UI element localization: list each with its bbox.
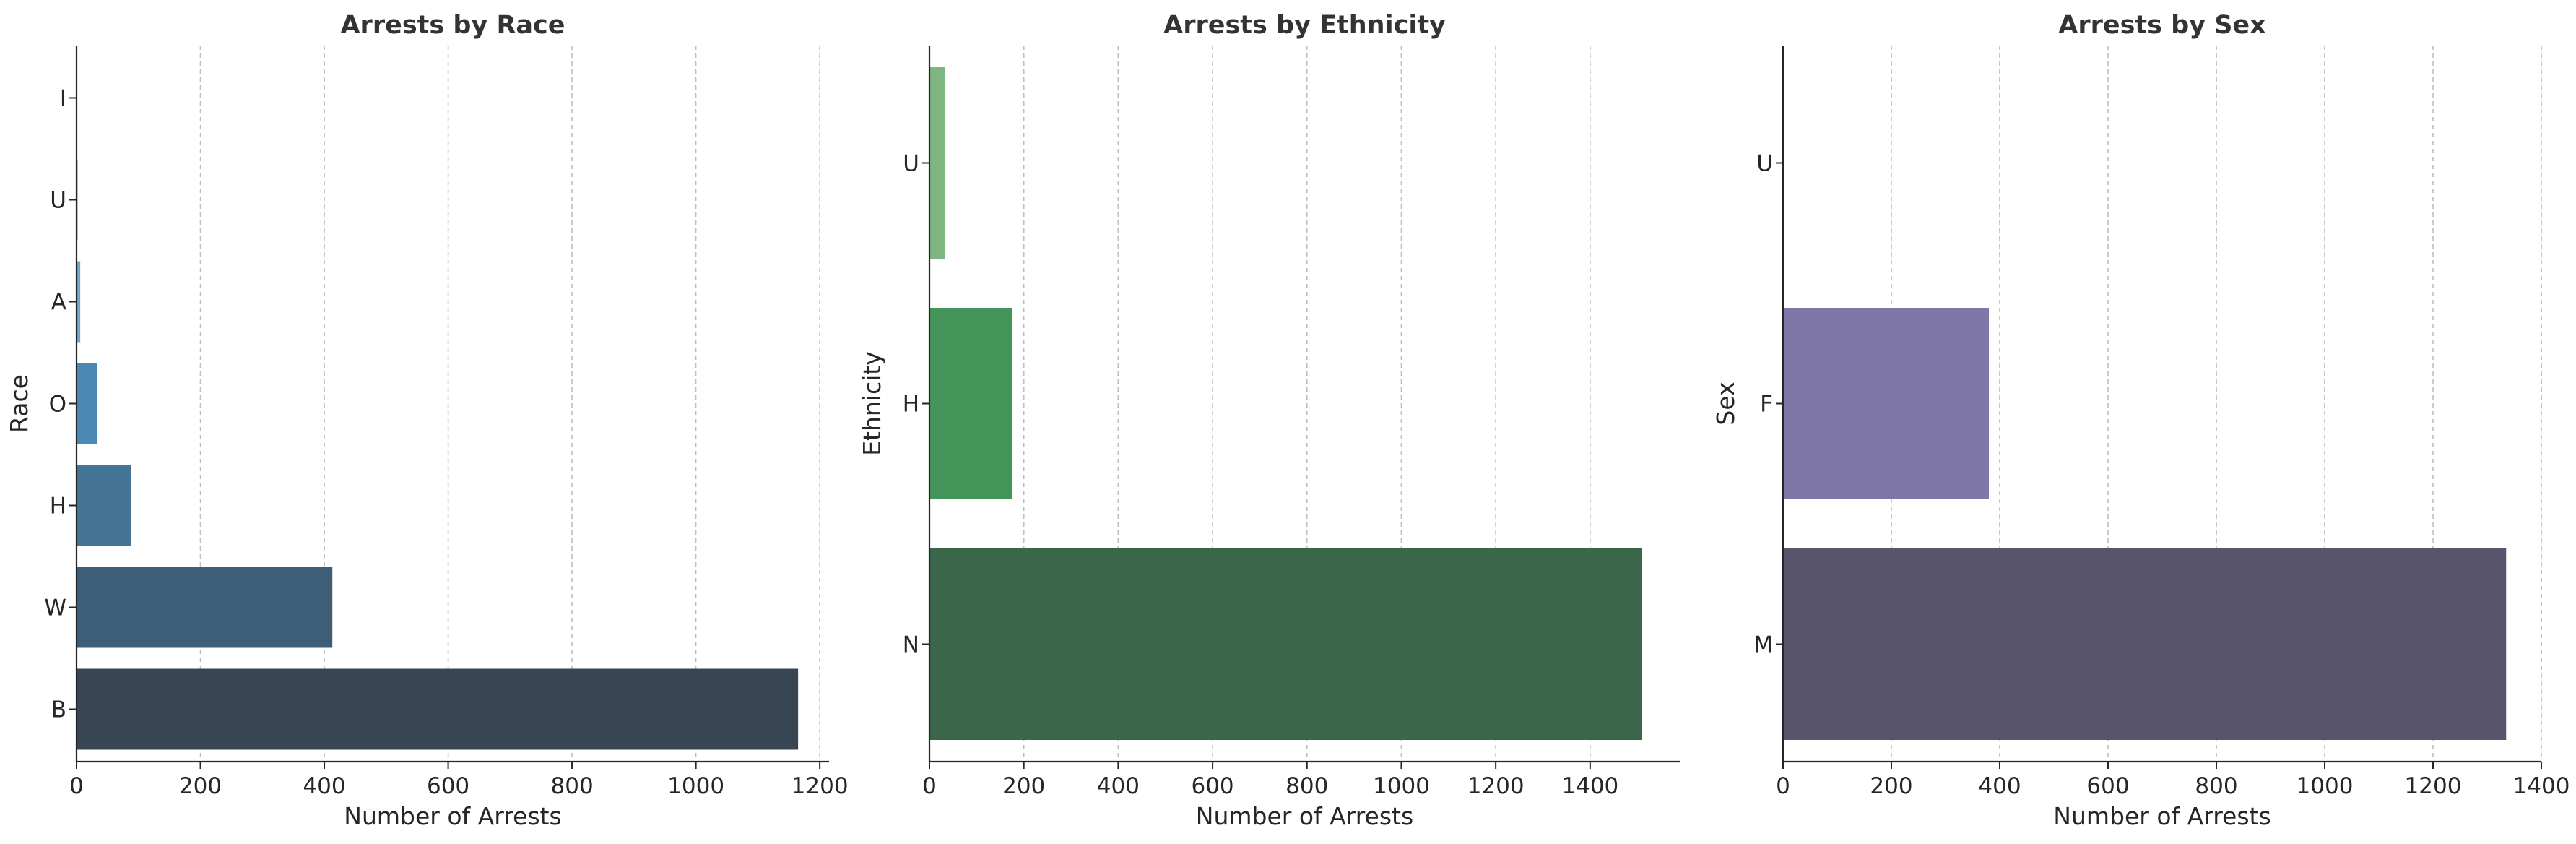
x-tick-label: 1400 — [2513, 773, 2570, 799]
y-axis-label: Sex — [1712, 382, 1740, 425]
y-tick-label: N — [903, 632, 919, 658]
x-tick-label: 600 — [1191, 773, 1233, 799]
x-tick-label: 600 — [427, 773, 469, 799]
y-tick-label: U — [903, 151, 919, 177]
y-axis-label: Ethnicity — [858, 351, 886, 456]
x-tick-label: 1000 — [2297, 773, 2354, 799]
bar-M — [1783, 548, 2507, 740]
x-tick-label: 400 — [1097, 773, 1140, 799]
bar-N — [929, 548, 1642, 740]
x-tick-label: 1000 — [1373, 773, 1430, 799]
y-tick-label: O — [49, 392, 66, 418]
x-tick-label: 800 — [551, 773, 594, 799]
y-tick-label: U — [50, 188, 66, 214]
x-tick-label: 0 — [69, 773, 84, 799]
x-tick-label: 0 — [1776, 773, 1790, 799]
x-tick-label: 200 — [179, 773, 222, 799]
bar-W — [77, 567, 333, 648]
x-tick-label: 200 — [1002, 773, 1045, 799]
x-tick-label: 1400 — [1561, 773, 1618, 799]
x-tick-label: 0 — [922, 773, 937, 799]
chart-title: Arrests by Sex — [2058, 11, 2266, 40]
bar-O — [77, 363, 97, 444]
x-axis-label: Number of Arrests — [2053, 802, 2271, 830]
x-axis-label: Number of Arrests — [344, 802, 561, 830]
bar-A — [77, 261, 81, 343]
bar-U — [929, 67, 945, 259]
chart-title: Arrests by Race — [340, 11, 565, 40]
chart-panel: 0 200 400 600 800 1000 1200 B W H O A U I Arrests by R… — [5, 11, 849, 830]
bar-F — [1783, 308, 1989, 499]
bar-B — [77, 668, 799, 750]
y-tick-label: A — [51, 290, 66, 316]
y-tick-label: H — [50, 494, 66, 520]
x-tick-label: 1200 — [1467, 773, 1525, 799]
y-tick-label: W — [44, 595, 66, 621]
y-tick-label: H — [903, 392, 919, 418]
y-tick-label: I — [60, 86, 66, 112]
y-axis-label: Race — [5, 374, 33, 433]
x-tick-label: 1200 — [2405, 773, 2462, 799]
chart-panel: 0 200 400 600 800 1000 1200 1400 N H U Arrests by E… — [858, 11, 1680, 830]
chart-panel: 0 200 400 600 800 1000 1200 1400 M F U Arrests by S… — [1712, 11, 2570, 830]
bar-H — [929, 308, 1012, 499]
x-tick-label: 800 — [1285, 773, 1328, 799]
y-tick-label: F — [1760, 392, 1773, 418]
x-tick-label: 1000 — [667, 773, 724, 799]
y-tick-label: M — [1753, 632, 1773, 658]
x-tick-label: 400 — [1978, 773, 2021, 799]
x-axis-label: Number of Arrests — [1196, 802, 1413, 830]
x-tick-label: 200 — [1870, 773, 1912, 799]
x-tick-label: 1200 — [792, 773, 849, 799]
x-tick-label: 600 — [2086, 773, 2129, 799]
y-tick-label: B — [51, 697, 66, 723]
x-tick-label: 800 — [2195, 773, 2237, 799]
x-tick-label: 400 — [303, 773, 345, 799]
chart-title: Arrests by Ethnicity — [1163, 11, 1446, 40]
bar-H — [77, 465, 131, 546]
y-tick-label: U — [1756, 151, 1773, 177]
